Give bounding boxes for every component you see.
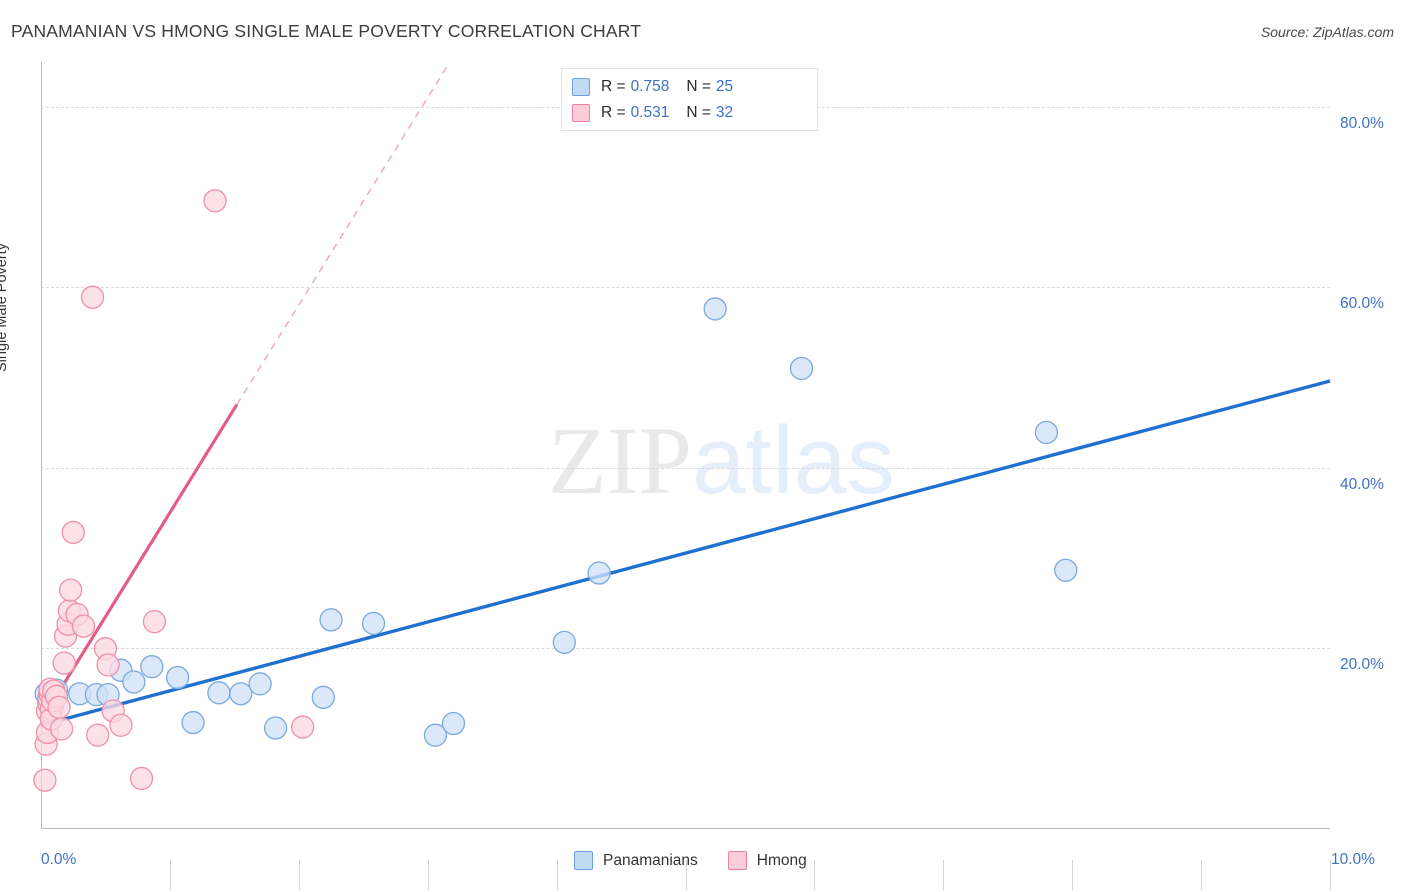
data-point[interactable] [71, 614, 96, 638]
data-point[interactable] [129, 766, 154, 791]
data-point[interactable] [165, 665, 190, 690]
n-label: N = [686, 104, 711, 121]
n-value: 32 [715, 104, 734, 121]
data-point[interactable] [361, 611, 386, 636]
stats-row: R = 0.758 N = 25 [572, 74, 807, 100]
x-axis-min-label: 0.0% [41, 851, 77, 868]
x-axis-tick [298, 860, 300, 890]
legend-label: Panamanians [603, 851, 698, 869]
data-point[interactable] [52, 651, 76, 675]
x-axis-tick [427, 860, 429, 890]
scatter-group-panamanians [34, 297, 1078, 747]
data-point[interactable] [291, 715, 315, 739]
data-point[interactable] [58, 578, 83, 602]
data-point[interactable] [203, 189, 227, 213]
data-point[interactable] [122, 670, 146, 694]
n-value: 25 [715, 78, 734, 95]
data-point[interactable] [61, 520, 85, 545]
y-axis-tick-label: 40.0% [1340, 475, 1384, 493]
series-legend: Panamanians Hmong [574, 851, 807, 870]
legend-item-hmong[interactable]: Hmong [727, 851, 807, 870]
data-point[interactable] [441, 711, 466, 736]
x-axis-max-label: 10.0% [1331, 851, 1375, 868]
r-label: R = [601, 104, 626, 121]
trendline-extension-hmong [236, 66, 448, 405]
y-axis-tick-label: 20.0% [1340, 655, 1384, 673]
data-point[interactable] [181, 710, 205, 735]
page-title: PANAMANIAN VS HMONG SINGLE MALE POVERTY … [11, 21, 642, 41]
stats-row: R = 0.531 N = 32 [572, 100, 807, 126]
x-axis-tick [943, 860, 945, 890]
legend-swatch-pink [572, 104, 590, 122]
legend-swatch-blue [574, 851, 593, 870]
gridline [41, 647, 1330, 649]
data-point[interactable] [319, 608, 343, 632]
data-series-layer [33, 66, 1331, 792]
r-label: R = [601, 78, 626, 95]
data-point[interactable] [229, 682, 253, 706]
data-point[interactable] [207, 681, 231, 705]
r-value: 0.758 [630, 78, 670, 95]
legend-swatch-pink [727, 851, 747, 870]
x-axis-tick [685, 860, 687, 890]
data-point[interactable] [789, 356, 814, 381]
data-point[interactable] [33, 768, 57, 792]
y-axis-title: Single Male Poverty [0, 243, 10, 372]
legend-item-panamanians[interactable]: Panamanians [574, 851, 698, 870]
data-point[interactable] [311, 685, 335, 709]
y-axis-line [41, 62, 42, 828]
data-point[interactable] [552, 630, 576, 655]
x-axis-line [41, 828, 1330, 829]
gridline [41, 287, 1330, 289]
data-point[interactable] [47, 695, 71, 719]
data-point[interactable] [263, 716, 288, 740]
x-axis-tick [814, 860, 816, 890]
y-axis-tick-label: 60.0% [1340, 295, 1384, 313]
x-axis-tick [169, 860, 171, 890]
data-point[interactable] [109, 713, 133, 737]
data-point[interactable] [49, 717, 74, 741]
data-point[interactable] [1054, 558, 1078, 582]
y-axis-tick-label: 80.0% [1340, 115, 1384, 133]
x-axis-tick [556, 860, 558, 890]
r-value: 0.531 [630, 104, 670, 121]
data-point[interactable] [142, 609, 167, 634]
gridline [41, 467, 1330, 469]
n-label: N = [686, 78, 711, 95]
data-point[interactable] [703, 297, 727, 321]
trendline-panamanians [40, 379, 1331, 727]
correlation-stats-legend: R = 0.758 N = 25 R = 0.531 N = 32 [561, 68, 818, 131]
legend-swatch-blue [572, 78, 590, 96]
data-point[interactable] [96, 653, 120, 677]
data-point[interactable] [248, 672, 272, 696]
x-axis-tick [1201, 860, 1203, 890]
data-point[interactable] [587, 561, 611, 585]
source-attribution: Source: ZipAtlas.com [1260, 24, 1394, 40]
data-point[interactable] [423, 723, 448, 747]
data-point[interactable] [140, 655, 164, 679]
data-point[interactable] [80, 285, 105, 309]
x-axis-tick [1072, 860, 1074, 890]
data-point[interactable] [86, 723, 110, 747]
x-axis-tick [1330, 860, 1331, 890]
plot-area [33, 62, 1331, 890]
legend-label: Hmong [756, 851, 807, 869]
scatter-group-hmong [33, 189, 315, 792]
data-point[interactable] [1034, 420, 1059, 445]
